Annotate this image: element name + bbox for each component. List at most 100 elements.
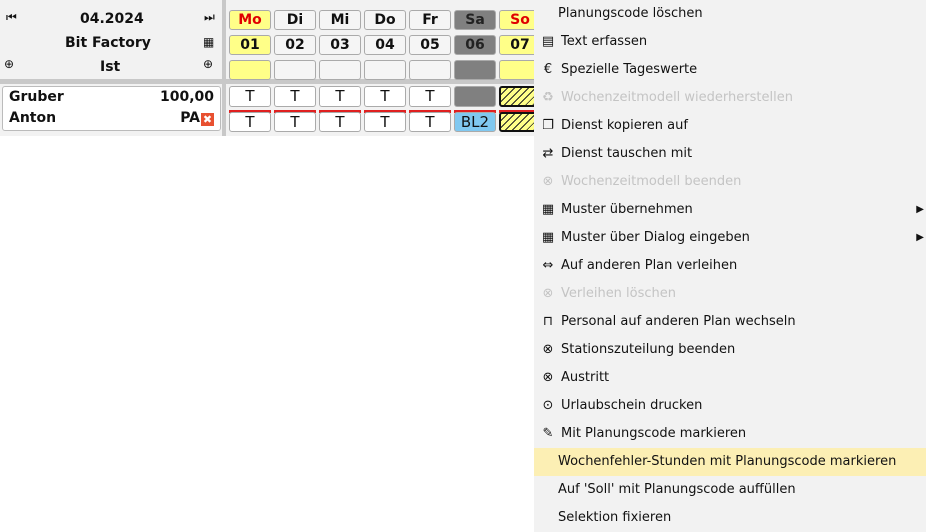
day-name-cell[interactable]: Mo	[229, 10, 271, 30]
menu-item[interactable]: € Spezielle Tageswerte	[534, 56, 926, 84]
menu-item[interactable]: Wochenfehler-Stunden mit Planungscode ma…	[534, 448, 926, 476]
shift-cell[interactable]: T	[319, 112, 361, 132]
shift-cell[interactable]: T	[409, 86, 451, 107]
arrows-horizontal-icon: ⇔	[542, 258, 554, 273]
menu-item[interactable]: Selektion fixieren	[534, 504, 926, 532]
day-summary-cell[interactable]	[319, 60, 361, 80]
conflict-marker	[274, 110, 316, 113]
menu-item[interactable]: ⊗ Austritt	[534, 364, 926, 392]
menu-item[interactable]: ⊓ Personal auf anderen Plan wechseln	[534, 308, 926, 336]
menu-item[interactable]: ⊗ Wochenzeitmodell beenden	[534, 168, 926, 196]
day-summary-cell[interactable]	[364, 60, 406, 80]
employee-code: PA	[180, 110, 200, 126]
day-number-cell[interactable]: 06	[454, 35, 496, 55]
calendar-grid-icon[interactable]: ▦	[203, 35, 215, 49]
menu-item-label: Verleihen löschen	[561, 286, 677, 301]
menu-item[interactable]: Auf 'Soll' mit Planungscode auffüllen	[534, 476, 926, 504]
shift-cell[interactable]: T	[409, 112, 451, 132]
first-page-icon[interactable]: ⏮	[6, 10, 17, 24]
arrow-up-circle-icon[interactable]: ⊕	[4, 57, 15, 71]
shift-cell[interactable]: T	[229, 86, 271, 107]
day-name-cell[interactable]: Fr	[409, 10, 451, 30]
menu-item[interactable]: ▦ Muster übernehmen ▶	[534, 196, 926, 224]
mode-label: Ist	[100, 59, 121, 75]
shift-cell[interactable]: T	[364, 86, 406, 107]
close-circle-icon: ⊗	[542, 370, 554, 385]
menu-item[interactable]: ♻ Wochenzeitmodell wiederherstellen	[534, 84, 926, 112]
menu-item-label: Mit Planungscode markieren	[561, 426, 747, 441]
shift-cell[interactable]: T	[364, 112, 406, 132]
menu-item[interactable]: ✎ Mit Planungscode markieren	[534, 420, 926, 448]
day-summary-cell[interactable]	[409, 60, 451, 80]
menu-item[interactable]: ⊙ Urlaubschein drucken	[534, 392, 926, 420]
shift-cell[interactable]: T	[274, 86, 316, 107]
door-icon: ⊓	[542, 314, 554, 329]
day-number-cell[interactable]: 05	[409, 35, 451, 55]
day-name-cell[interactable]: Do	[364, 10, 406, 30]
grid-add-icon: ▦	[541, 202, 555, 217]
shift-cell[interactable]: T	[229, 112, 271, 132]
shift-cell[interactable]: T	[319, 86, 361, 107]
day-name-cell[interactable]: So	[499, 10, 541, 30]
menu-item[interactable]: Planungscode löschen	[534, 0, 926, 28]
menu-item-label: Spezielle Tageswerte	[561, 62, 698, 77]
menu-item-label: Muster über Dialog eingeben	[561, 230, 750, 245]
day-summary-cell[interactable]	[454, 60, 496, 80]
menu-item-label: Auf anderen Plan verleihen	[561, 258, 738, 273]
month-label[interactable]: 04.2024	[80, 11, 144, 27]
day-number-cell[interactable]: 01	[229, 35, 271, 55]
arrow-down-circle-icon[interactable]: ⊕	[203, 57, 214, 71]
day-number-cell[interactable]: 07	[499, 35, 541, 55]
menu-item[interactable]: ⊗ Verleihen löschen	[534, 280, 926, 308]
close-circle-icon: ⊗	[542, 286, 554, 301]
conflict-marker	[454, 110, 496, 113]
day-name-cell[interactable]: Di	[274, 10, 316, 30]
day-number-cell[interactable]: 03	[319, 35, 361, 55]
menu-item[interactable]: ⇄ Dienst tauschen mit	[534, 140, 926, 168]
menu-item-label: Planungscode löschen	[558, 6, 703, 21]
print-icon: ⊙	[542, 398, 554, 413]
menu-item[interactable]: ⊗ Stationszuteilung beenden	[534, 336, 926, 364]
day-number-cell[interactable]: 04	[364, 35, 406, 55]
menu-item[interactable]: ▦ Muster über Dialog eingeben ▶	[534, 224, 926, 252]
menu-item-label: Wochenzeitmodell beenden	[561, 174, 742, 189]
conflict-marker	[409, 110, 451, 113]
day-name-cell[interactable]: Sa	[454, 10, 496, 30]
grid-add-icon: ▦	[541, 230, 555, 245]
menu-item[interactable]: ❐ Dienst kopieren auf	[534, 112, 926, 140]
conflict-marker	[499, 110, 541, 113]
day-name-cell[interactable]: Mi	[319, 10, 361, 30]
menu-item-label: Wochenzeitmodell wiederherstellen	[561, 90, 793, 105]
submenu-arrow-icon: ▶	[916, 204, 924, 215]
context-menu: Planungscode löschen ▤ Text erfassen € Spezi…	[534, 0, 926, 532]
shift-cell[interactable]	[454, 86, 496, 107]
plan-name[interactable]: Bit Factory	[65, 35, 151, 51]
shift-cell[interactable]: BL2	[454, 112, 496, 132]
conflict-marker	[364, 110, 406, 113]
menu-item-label: Stationszuteilung beenden	[561, 342, 736, 357]
divider	[0, 79, 534, 84]
copy-icon: ❐	[542, 118, 554, 133]
menu-item-label: Auf 'Soll' mit Planungscode auffüllen	[558, 482, 796, 497]
day-summary-cell[interactable]	[229, 60, 271, 80]
employee-last-name: Gruber	[9, 89, 64, 105]
day-summary-cell[interactable]	[274, 60, 316, 80]
menu-item[interactable]: ⇔ Auf anderen Plan verleihen	[534, 252, 926, 280]
divider[interactable]	[222, 0, 226, 136]
next-page-icon[interactable]: ⏭	[204, 10, 215, 24]
menu-item-label: Urlaubschein drucken	[561, 398, 703, 413]
menu-item-label: Dienst kopieren auf	[561, 118, 688, 133]
shift-cell[interactable]: T	[274, 112, 316, 132]
euro-icon: €	[543, 62, 553, 77]
recycle-icon: ♻	[542, 90, 554, 105]
close-circle-icon: ⊗	[542, 342, 554, 357]
menu-item[interactable]: ▤ Text erfassen	[534, 28, 926, 56]
employee-card[interactable]: Gruber 100,00 Anton PA ✖	[2, 86, 221, 131]
menu-item-label: Austritt	[561, 370, 610, 385]
menu-item-label: Dienst tauschen mit	[561, 146, 693, 161]
day-number-cell[interactable]: 02	[274, 35, 316, 55]
close-circle-icon: ⊗	[542, 174, 554, 189]
menu-item-label: Wochenfehler-Stunden mit Planungscode ma…	[558, 454, 897, 469]
document-icon: ▤	[541, 34, 555, 49]
remove-icon[interactable]: ✖	[201, 113, 214, 126]
